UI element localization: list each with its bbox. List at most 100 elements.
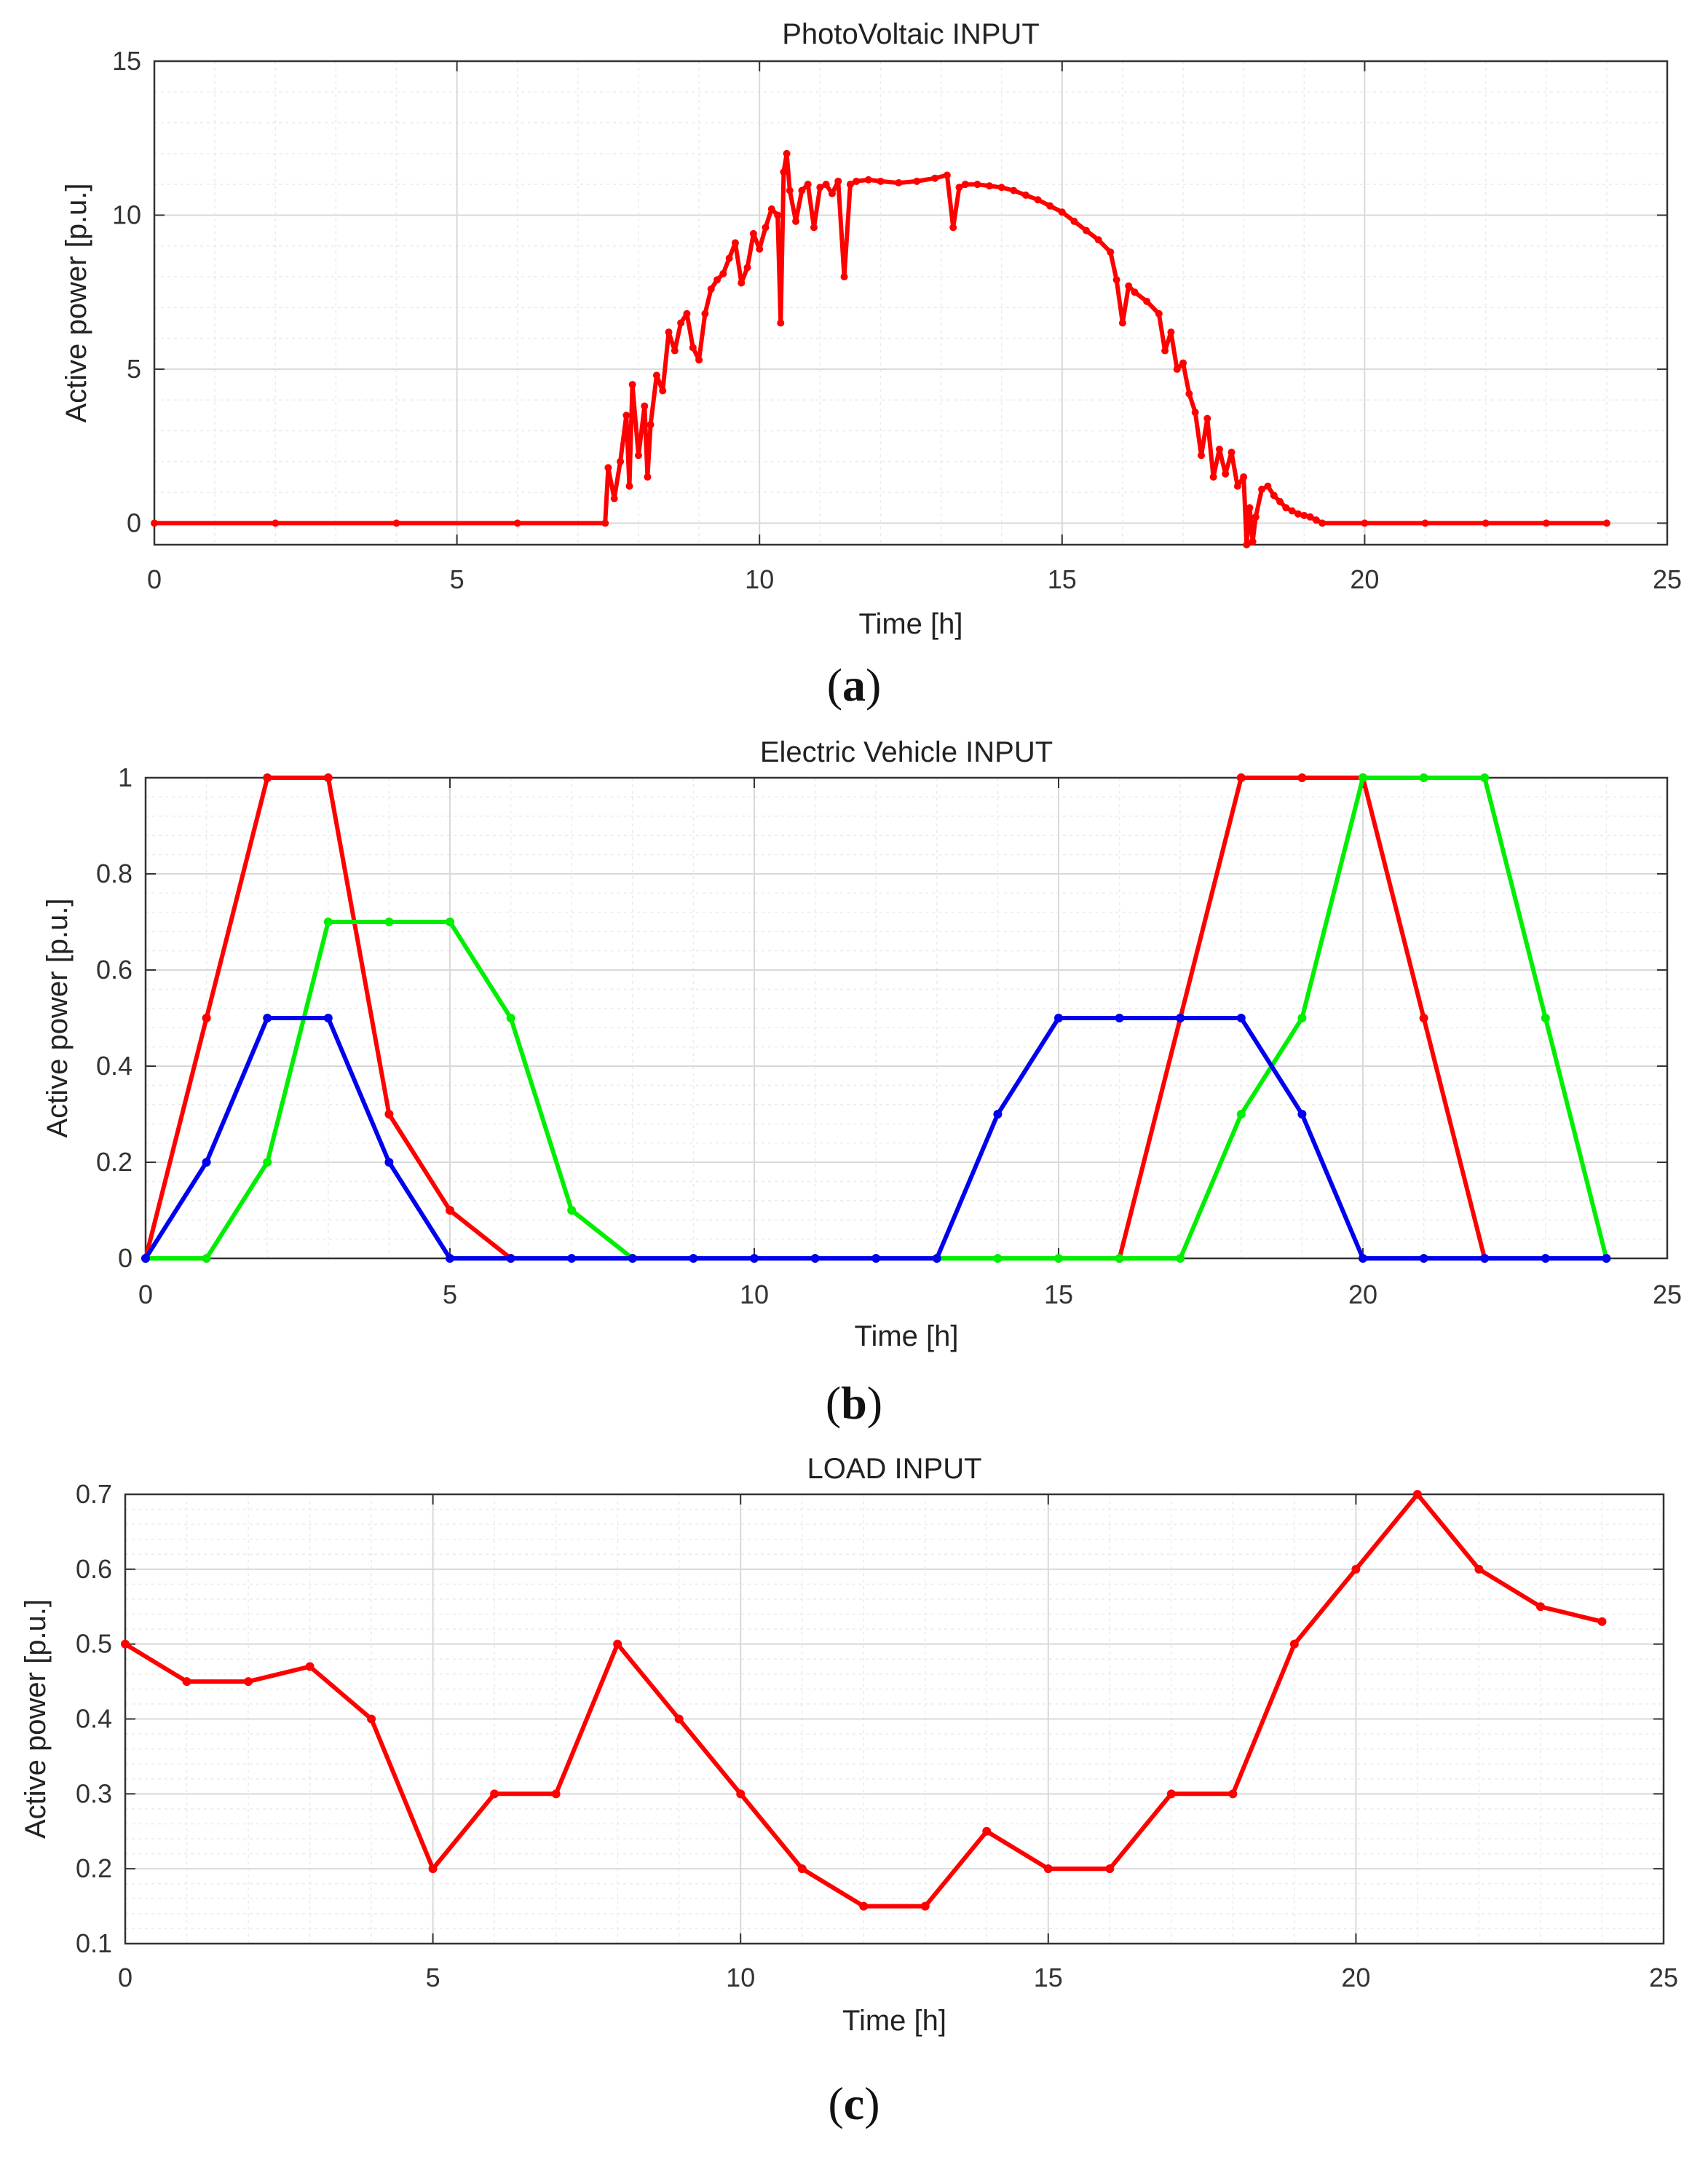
data-point bbox=[1167, 328, 1175, 336]
data-point bbox=[1054, 1254, 1063, 1263]
data-point bbox=[949, 224, 957, 232]
data-point bbox=[774, 211, 782, 219]
data-point bbox=[1258, 485, 1266, 493]
data-point bbox=[1046, 202, 1054, 210]
data-point bbox=[202, 1014, 211, 1022]
data-point bbox=[384, 918, 394, 926]
data-point bbox=[659, 387, 667, 395]
y-tick-label: 0.6 bbox=[76, 1554, 112, 1584]
data-point bbox=[701, 309, 709, 318]
data-point bbox=[182, 1677, 191, 1687]
data-point bbox=[1215, 445, 1223, 453]
data-point bbox=[151, 519, 158, 527]
data-point bbox=[628, 1254, 637, 1263]
data-point bbox=[767, 205, 775, 213]
data-point bbox=[736, 1789, 746, 1799]
data-point bbox=[1361, 519, 1369, 527]
data-point bbox=[604, 464, 612, 472]
x-tick-label: 25 bbox=[1649, 1963, 1678, 1992]
data-point bbox=[1294, 510, 1302, 518]
data-point bbox=[1602, 1254, 1611, 1263]
data-point bbox=[1197, 451, 1205, 460]
y-tick-label: 0.3 bbox=[76, 1778, 112, 1808]
caption-open: ( bbox=[827, 659, 842, 711]
data-point bbox=[1176, 1254, 1185, 1263]
data-point bbox=[1203, 414, 1211, 422]
data-point bbox=[613, 1639, 622, 1649]
data-point bbox=[644, 473, 652, 481]
y-tick-label: 0.2 bbox=[76, 1853, 112, 1883]
tick-marks bbox=[124, 1494, 1664, 1944]
data-point bbox=[1191, 409, 1199, 417]
data-point bbox=[786, 186, 794, 194]
data-point bbox=[446, 918, 454, 926]
caption-letter: a bbox=[842, 659, 866, 711]
data-point bbox=[798, 186, 806, 194]
data-point bbox=[816, 184, 824, 192]
data-point bbox=[1541, 1014, 1550, 1022]
data-point bbox=[846, 181, 854, 189]
data-point bbox=[1115, 1014, 1124, 1022]
data-point bbox=[828, 189, 836, 197]
tick-marks bbox=[154, 60, 1668, 545]
data-point bbox=[864, 176, 872, 184]
x-tick-label: 10 bbox=[726, 1963, 755, 1992]
data-point bbox=[1228, 1789, 1238, 1799]
data-point bbox=[601, 519, 609, 527]
data-point bbox=[1209, 473, 1217, 481]
data-point bbox=[1236, 1014, 1246, 1022]
data-point bbox=[384, 1110, 394, 1119]
x-tick-label: 25 bbox=[1653, 1279, 1682, 1309]
caption-close: ) bbox=[866, 659, 881, 711]
data-point bbox=[993, 1110, 1003, 1119]
data-point bbox=[1054, 1014, 1063, 1022]
data-point bbox=[1083, 226, 1091, 234]
data-point bbox=[810, 224, 818, 232]
data-point bbox=[1351, 1564, 1361, 1574]
chart-title: LOAD INPUT bbox=[807, 1453, 981, 1485]
y-tick-label: 1 bbox=[118, 762, 133, 792]
data-point bbox=[1185, 390, 1193, 398]
data-point bbox=[1058, 208, 1066, 216]
data-point bbox=[1115, 1254, 1124, 1263]
data-point bbox=[1264, 482, 1272, 490]
data-point bbox=[986, 182, 994, 190]
caption-open: ( bbox=[826, 1377, 841, 1429]
x-axis-label: Time [h] bbox=[842, 2005, 946, 2037]
data-point bbox=[1542, 519, 1550, 527]
data-point bbox=[731, 239, 739, 247]
data-point bbox=[853, 177, 861, 185]
data-point bbox=[1236, 773, 1246, 782]
data-point bbox=[647, 421, 655, 429]
chart-c: 0 5 10 15 20 25 0.1 0.2 0.3 0.4 0.5 0.6 0.7 LOAD INPU… bbox=[20, 1453, 1678, 2129]
y-tick-label: 0.6 bbox=[96, 955, 133, 985]
data-point bbox=[244, 1677, 253, 1687]
data-point bbox=[756, 245, 764, 253]
x-tick-label: 10 bbox=[740, 1279, 769, 1309]
series-pv bbox=[151, 149, 1610, 548]
panel-caption: (c) bbox=[828, 2078, 879, 2129]
chart-title: PhotoVoltaic INPUT bbox=[782, 18, 1040, 50]
data-point bbox=[738, 279, 746, 287]
chart-b: 0 5 10 15 20 25 0 0.2 0.4 0.6 0.8 1 Electric Vehicle… bbox=[41, 736, 1682, 1429]
data-point bbox=[810, 1254, 820, 1263]
y-tick-label: 5 bbox=[127, 354, 141, 384]
data-point bbox=[305, 1662, 315, 1671]
data-point bbox=[674, 1714, 684, 1724]
data-point bbox=[392, 519, 400, 527]
x-axis-label: Time [h] bbox=[859, 608, 963, 640]
data-point bbox=[1412, 1490, 1422, 1499]
data-point bbox=[384, 1158, 394, 1167]
data-point bbox=[840, 273, 848, 281]
data-point bbox=[263, 773, 272, 782]
data-point bbox=[1306, 513, 1314, 521]
data-point bbox=[982, 1826, 992, 1836]
x-tick-label: 0 bbox=[147, 564, 162, 594]
x-tick-label: 15 bbox=[1034, 1963, 1063, 1992]
data-point bbox=[1535, 1602, 1545, 1612]
data-point bbox=[1034, 196, 1042, 204]
data-point bbox=[973, 181, 981, 189]
data-point bbox=[1233, 482, 1241, 490]
data-point bbox=[1021, 191, 1029, 199]
data-point bbox=[1419, 773, 1428, 782]
